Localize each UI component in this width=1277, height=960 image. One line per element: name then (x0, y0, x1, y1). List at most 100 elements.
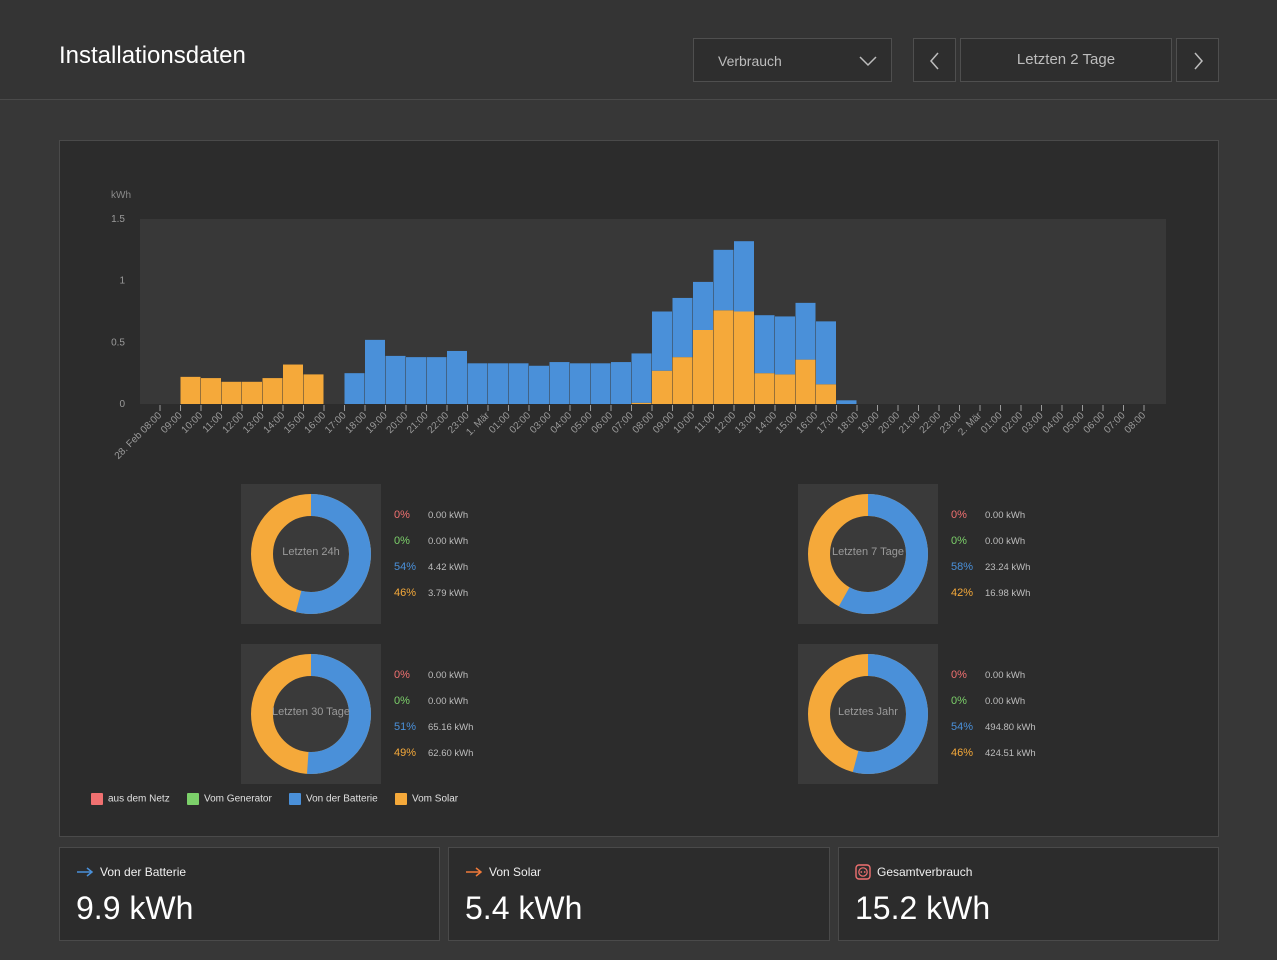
x-tick-label: 20:00 (385, 410, 411, 436)
bar-battery (775, 316, 795, 375)
x-tick-label: 21:00 (405, 410, 431, 436)
battery-summary-card: Von der Batterie 9.9 kWh (59, 847, 440, 941)
y-tick-label: 1.5 (111, 214, 125, 225)
legend-label: aus dem Netz (108, 793, 170, 805)
legend-item-battery[interactable]: Von der Batterie (289, 793, 378, 805)
legend-item-generator[interactable]: Vom Generator (187, 793, 272, 805)
bar-solar (775, 374, 795, 404)
x-tick-label: 08:00 (1123, 410, 1149, 436)
donut-title: Letzten 30 Tage (271, 706, 351, 718)
bar-battery (754, 315, 775, 374)
bar-solar (242, 381, 262, 404)
range-selector[interactable]: Letzten 2 Tage (960, 38, 1172, 82)
legend-swatch (395, 793, 407, 805)
bar-battery (467, 363, 488, 404)
stat-percent: 46% (951, 747, 974, 759)
y-tick-label: 1 (119, 276, 125, 287)
x-tick-label: 15:00 (282, 410, 308, 436)
x-tick-label: 06:00 (590, 410, 616, 436)
x-tick-label: 19:00 (856, 410, 882, 436)
bar-solar (693, 330, 713, 404)
donut-chart (251, 654, 371, 774)
previous-range-button[interactable] (913, 38, 956, 82)
stat-percent: 0% (951, 669, 967, 681)
x-tick-label: 14:00 (754, 410, 780, 436)
bar-solar (262, 378, 283, 404)
y-axis-label: kWh (111, 190, 131, 201)
legend-label: Vom Generator (204, 793, 272, 805)
donut-card: Letztes Jahr (798, 644, 938, 784)
x-tick-label: 01:00 (979, 410, 1005, 436)
bar-battery (365, 339, 385, 404)
bar-solar (713, 310, 734, 404)
stat-kwh: 0.00 kWh (428, 510, 469, 521)
donut-title: Letzten 24h (282, 546, 340, 558)
donut-title: Letztes Jahr (838, 706, 898, 718)
x-tick-label: 22:00 (918, 410, 944, 436)
stat-kwh: 0.00 kWh (985, 670, 1026, 681)
bar-battery (549, 362, 570, 404)
x-tick-label: 13:00 (241, 410, 267, 436)
donut-title: Letzten 7 Tage (832, 546, 904, 558)
bar-battery (611, 362, 631, 404)
x-tick-label: 2. Mär (956, 410, 984, 438)
bar-battery (693, 281, 713, 330)
card-label: Von Solar (489, 864, 542, 879)
bar-battery (344, 373, 365, 404)
x-tick-label: 03:00 (528, 410, 554, 436)
bar-solar (672, 357, 693, 404)
donut-card: Letzten 24h (241, 484, 381, 624)
stat-percent: 54% (394, 561, 417, 573)
legend-item-grid[interactable]: aus dem Netz (91, 793, 170, 805)
donut-chart (808, 494, 928, 614)
stat-kwh: 0.00 kWh (985, 536, 1026, 547)
x-tick-label: 14:00 (262, 410, 288, 436)
stat-percent: 0% (394, 669, 410, 681)
bar-battery (816, 321, 836, 385)
stat-kwh: 0.00 kWh (985, 510, 1026, 521)
bar-solar (221, 381, 242, 404)
bar-solar (631, 402, 652, 404)
x-tick-label: 06:00 (1082, 410, 1108, 436)
x-tick-label: 07:00 (1102, 410, 1128, 436)
x-tick-label: 19:00 (364, 410, 390, 436)
metric-dropdown[interactable]: Verbrauch (693, 38, 892, 82)
stat-kwh: 3.79 kWh (428, 588, 469, 599)
card-label: Von der Batterie (100, 864, 187, 879)
bar-battery (570, 363, 590, 404)
bar-solar (180, 376, 201, 404)
chevron-right-icon (1194, 52, 1203, 70)
x-tick-label: 01:00 (487, 410, 513, 436)
x-tick-label: 10:00 (672, 410, 698, 436)
stat-kwh: 424.51 kWh (985, 748, 1036, 759)
bar-battery (529, 365, 549, 404)
chevron-left-icon (930, 52, 939, 70)
header-bar: Installationsdaten Verbrauch Letzten 2 T… (0, 0, 1277, 100)
page-title: Installationsdaten (59, 42, 246, 69)
x-tick-label: 21:00 (897, 410, 923, 436)
bar-battery (836, 400, 857, 404)
stat-percent: 0% (951, 535, 967, 547)
x-tick-label: 09:00 (651, 410, 677, 436)
card-value: 9.9 kWh (76, 890, 194, 926)
x-tick-label: 04:00 (549, 410, 575, 436)
bar-solar (795, 359, 816, 404)
x-tick-label: 18:00 (344, 410, 370, 436)
next-range-button[interactable] (1176, 38, 1219, 82)
stat-kwh: 0.00 kWh (428, 670, 469, 681)
x-tick-label: 12:00 (221, 410, 247, 436)
stat-kwh: 62.60 kWh (428, 748, 474, 759)
legend-item-solar[interactable]: Vom Solar (395, 793, 458, 805)
x-tick-label: 12:00 (713, 410, 739, 436)
stat-percent: 51% (394, 721, 417, 733)
x-tick-label: 16:00 (303, 410, 329, 436)
x-tick-label: 03:00 (1020, 410, 1046, 436)
x-tick-label: 05:00 (1061, 410, 1087, 436)
stat-percent: 0% (394, 509, 410, 521)
chevron-down-icon (859, 56, 877, 67)
bar-solar (652, 370, 672, 404)
donut-chart (251, 494, 371, 614)
x-tick-label: 1. Mär (464, 410, 492, 438)
bar-battery (672, 297, 693, 358)
